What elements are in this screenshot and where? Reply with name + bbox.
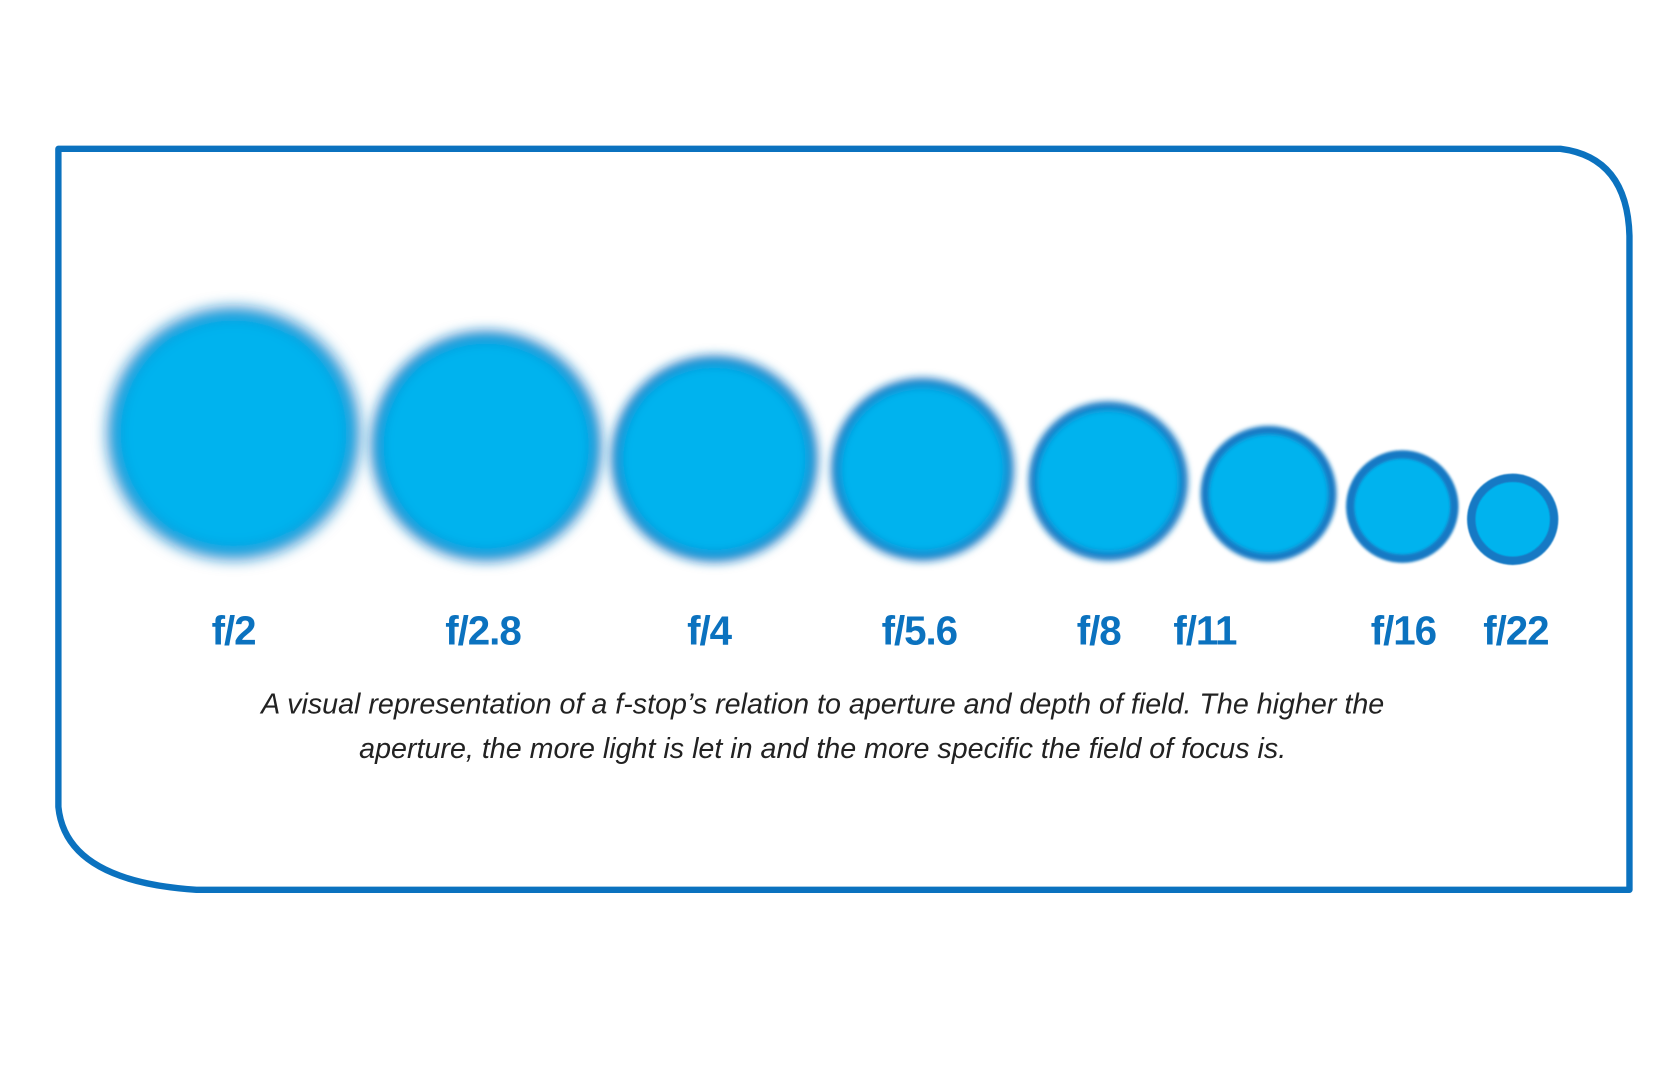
aperture-circle: [371, 331, 601, 561]
caption-line: A visual representation of a f-stop’s re…: [259, 689, 1384, 721]
aperture-circle: [1346, 450, 1459, 563]
aperture-circle: [1200, 425, 1337, 562]
aperture-circle: [831, 378, 1014, 561]
aperture-circle: [1467, 473, 1559, 565]
caption-line: aperture, the more light is let in and t…: [359, 733, 1286, 765]
f-stop-label: f/16: [1371, 608, 1436, 654]
frame: [55, 145, 1633, 893]
f-stop-label: f/22: [1483, 608, 1548, 654]
f-stop-label: f/8: [1077, 608, 1122, 654]
aperture-circle: [1028, 401, 1188, 561]
aperture-circle: [611, 355, 818, 562]
f-stop-label: f/11: [1173, 608, 1237, 654]
aperture-circle: [108, 308, 359, 559]
f-stop-label: f/4: [687, 608, 733, 654]
f-stop-label: f/5.6: [882, 608, 957, 654]
f-stop-label: f/2: [212, 608, 256, 654]
f-stop-label: f/2.8: [445, 608, 521, 654]
